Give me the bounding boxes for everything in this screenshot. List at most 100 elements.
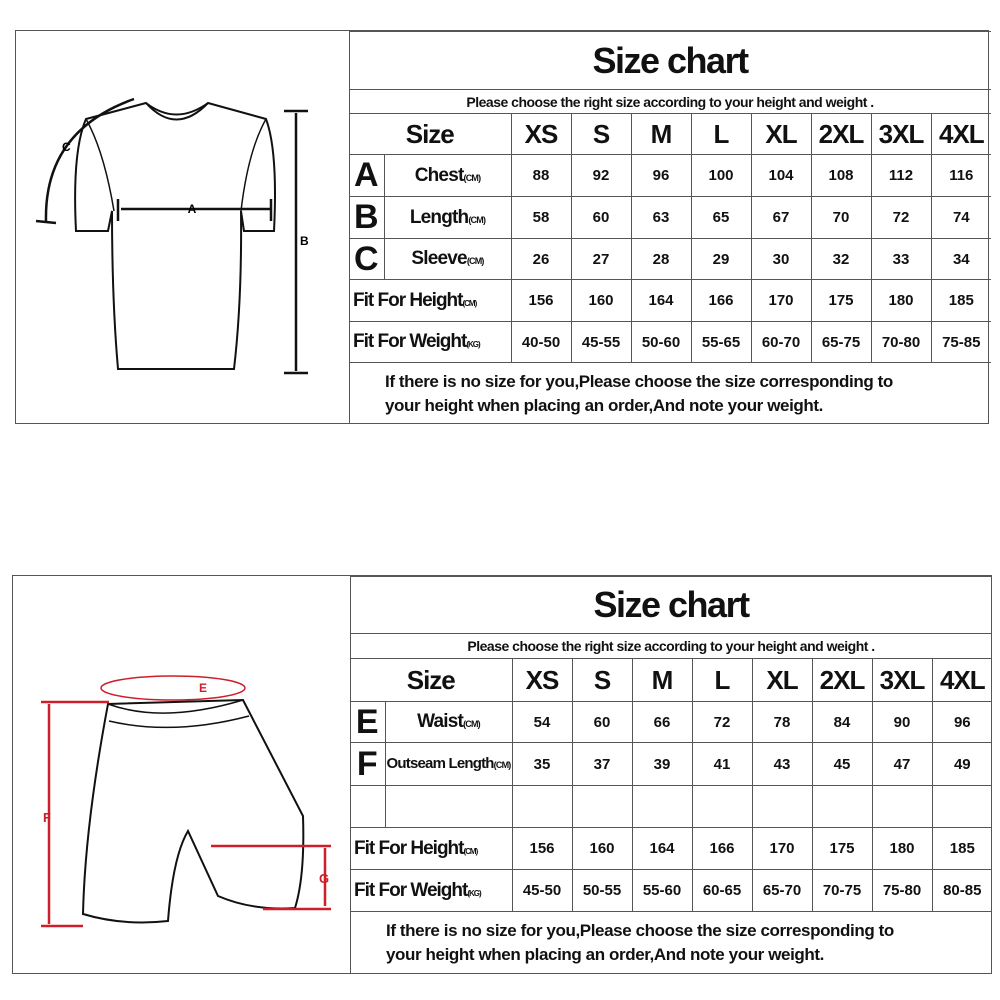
measure-value: 88 — [510, 154, 572, 197]
size-4xl: 4XL — [931, 658, 993, 702]
measure-label: Chest(CM) — [383, 154, 512, 197]
measure-value: 54 — [511, 701, 573, 743]
fit-value: 180 — [870, 279, 932, 322]
fit-name: Fit For Height — [353, 289, 463, 311]
measure-value: 43 — [751, 742, 813, 786]
fit-value: 164 — [631, 827, 693, 870]
measure-name: Chest — [414, 164, 465, 186]
measure-value: 100 — [690, 154, 752, 197]
fit-name: Fit For Weight — [354, 879, 468, 901]
size-4xl: 4XL — [930, 113, 992, 155]
fit-value: 55-60 — [631, 869, 693, 912]
fit-value: 60-70 — [750, 321, 812, 363]
fit-value: 156 — [510, 279, 572, 322]
fit-label: Fit For Height(CM) — [350, 827, 513, 870]
note-line: If there is no size for you,Please choos… — [385, 371, 893, 391]
measure-value: 35 — [511, 742, 573, 786]
size-s: S — [570, 113, 632, 155]
shorts-size-table: Size chart Please choose the right size a… — [350, 576, 993, 975]
measure-value: 49 — [931, 742, 993, 786]
fit-row: Fit For Weight(KG) 40-50 45-55 50-60 55-65 60… — [349, 321, 992, 363]
fit-unit: (KG) — [466, 340, 480, 349]
measure-value: 104 — [750, 154, 812, 197]
measure-value: 39 — [631, 742, 693, 786]
size-2xl: 2XL — [811, 658, 873, 702]
fit-value: 45-55 — [570, 321, 632, 363]
fit-label: Fit For Weight(KG) — [350, 869, 513, 912]
measure-label: Sleeve(CM) — [383, 238, 512, 280]
size-header: Size — [349, 113, 512, 155]
measure-letter — [350, 785, 386, 828]
measure-value: 72 — [870, 196, 932, 239]
measure-value: 60 — [570, 196, 632, 239]
label-b: B — [300, 234, 309, 248]
measure-letter: B — [349, 196, 385, 239]
chart-title: Size chart — [349, 31, 992, 90]
title-row: Size chart — [349, 31, 992, 90]
measure-row — [350, 785, 993, 828]
measure-unit: (CM) — [466, 256, 485, 266]
measure-value: 63 — [630, 196, 692, 239]
size-xs: XS — [511, 658, 573, 702]
fit-value: 170 — [750, 279, 812, 322]
measure-value: 47 — [871, 742, 933, 786]
shirt-size-panel: A B C Size chart Please choose the right … — [15, 30, 992, 425]
measure-value: 37 — [571, 742, 633, 786]
size-xl: XL — [751, 658, 813, 702]
measure-value: 34 — [930, 238, 992, 280]
measure-value: 30 — [750, 238, 812, 280]
measure-value — [571, 785, 633, 828]
measure-value: 58 — [510, 196, 572, 239]
size-note: If there is no size for you,Please choos… — [350, 911, 993, 975]
measure-label: Outseam Length(CM) — [384, 742, 513, 786]
measure-row: A Chest(CM) 88 92 96 100 104 108 112 116 — [349, 154, 992, 197]
size-s: S — [571, 658, 633, 702]
measure-value: 41 — [691, 742, 753, 786]
note-line: your height when placing an order,And no… — [385, 395, 823, 415]
fit-unit: (CM) — [463, 846, 478, 856]
fit-unit: (KG) — [467, 888, 481, 898]
size-3xl: 3XL — [871, 658, 933, 702]
size-m: M — [630, 113, 692, 155]
measure-value: 96 — [931, 701, 993, 743]
fit-value: 156 — [511, 827, 573, 870]
label-a: A — [188, 202, 197, 216]
fit-value: 65-70 — [751, 869, 813, 912]
measure-value: 65 — [690, 196, 752, 239]
measure-row: F Outseam Length(CM) 35 37 39 41 43 45 47 49 — [350, 742, 993, 786]
measure-letter: F — [350, 742, 386, 786]
size-l: L — [690, 113, 752, 155]
measure-value: 32 — [810, 238, 872, 280]
measure-value: 27 — [570, 238, 632, 280]
measure-value: 29 — [690, 238, 752, 280]
measure-row: C Sleeve(CM) 26 27 28 29 30 32 33 34 — [349, 238, 992, 280]
measure-value: 112 — [870, 154, 932, 197]
fit-value: 75-80 — [871, 869, 933, 912]
measure-value: 116 — [930, 154, 992, 197]
shorts-size-panel: E F G Size chart Please choose the right … — [12, 575, 993, 975]
measure-value: 96 — [630, 154, 692, 197]
measure-unit: (CM) — [493, 759, 512, 770]
measure-row: E Waist(CM) 54 60 66 72 78 84 90 96 — [350, 701, 993, 743]
note-row: If there is no size for you,Please choos… — [349, 362, 992, 425]
title-row: Size chart — [350, 576, 993, 634]
fit-name: Fit For Height — [354, 837, 464, 859]
fit-unit: (CM) — [462, 298, 477, 308]
size-xl: XL — [750, 113, 812, 155]
fit-value: 70-80 — [870, 321, 932, 363]
note-line: your height when placing an order,And no… — [386, 945, 824, 965]
fit-value: 55-65 — [690, 321, 752, 363]
subtitle-row: Please choose the right size according t… — [349, 89, 992, 114]
measure-value — [751, 785, 813, 828]
note-line: If there is no size for you,Please choos… — [386, 921, 894, 941]
measure-unit: (CM) — [463, 719, 481, 729]
measure-value: 33 — [870, 238, 932, 280]
chart-subtitle: Please choose the right size according t… — [350, 633, 993, 659]
fit-name: Fit For Weight — [353, 331, 467, 352]
shirt-diagram: A B C — [16, 31, 350, 423]
measure-name: Sleeve — [411, 248, 467, 269]
size-table: Size chart Please choose the right size a… — [350, 576, 993, 975]
measure-name: Waist — [417, 711, 464, 732]
shorts-diagram: E F G — [13, 576, 351, 973]
fit-value: 160 — [571, 827, 633, 870]
